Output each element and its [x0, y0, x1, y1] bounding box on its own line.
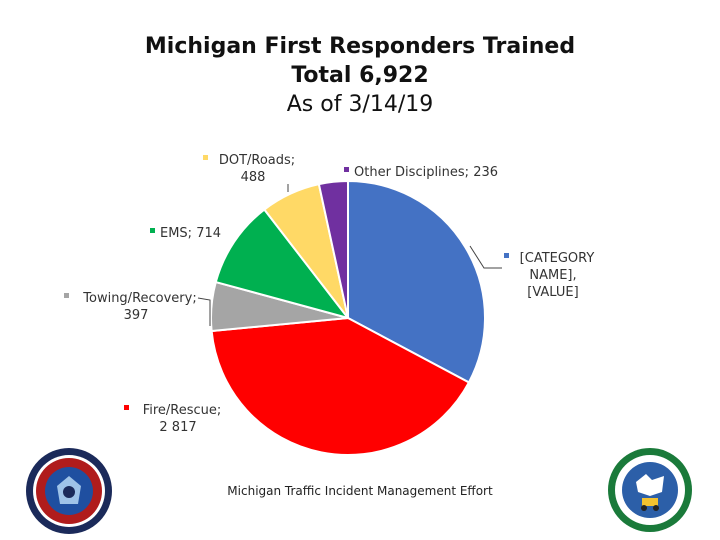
- legend-swatch-towing-recovery: [64, 293, 69, 298]
- data-label-fire-rescue: Fire/Rescue; 2 817: [143, 403, 222, 435]
- data-label-dot-roads: DOT/Roads; 488: [219, 153, 295, 185]
- left-seal-logo: [26, 448, 112, 534]
- leader-line-towing-recovery: [197, 297, 211, 326]
- title-line: Michigan First Responders Trained: [144, 34, 576, 59]
- pie-slice-other-disciplines: [317, 179, 349, 319]
- legend-swatch-fire-rescue: [124, 405, 129, 410]
- data-label-category-name: [CATEGORY NAME], [VALUE]: [520, 251, 595, 300]
- right-seal-logo: [608, 448, 692, 532]
- data-label-ems: EMS; 714: [160, 226, 221, 241]
- date-line: As of 3/14/19: [286, 92, 434, 117]
- pie-slice-category-name: [347, 179, 486, 384]
- chart-title: Michigan First Responders Trained Total …: [0, 32, 720, 119]
- pie-slice-ems: [214, 208, 351, 320]
- data-label-towing-recovery: Towing/Recovery; 397: [82, 291, 196, 323]
- legend-swatch-ems: [150, 228, 155, 233]
- legend-swatch-other-disciplines: [344, 167, 349, 172]
- data-label-other-disciplines: Other Disciplines; 236: [354, 165, 498, 180]
- leader-line-category-name: [469, 245, 502, 269]
- footer-text: Michigan Traffic Incident Management Eff…: [227, 484, 493, 498]
- pie-slice-fire-rescue: [210, 316, 471, 456]
- legend-swatch-category-name: [504, 253, 509, 258]
- total-line: Total 6,922: [291, 63, 429, 88]
- legend-swatch-dot-roads: [203, 155, 208, 160]
